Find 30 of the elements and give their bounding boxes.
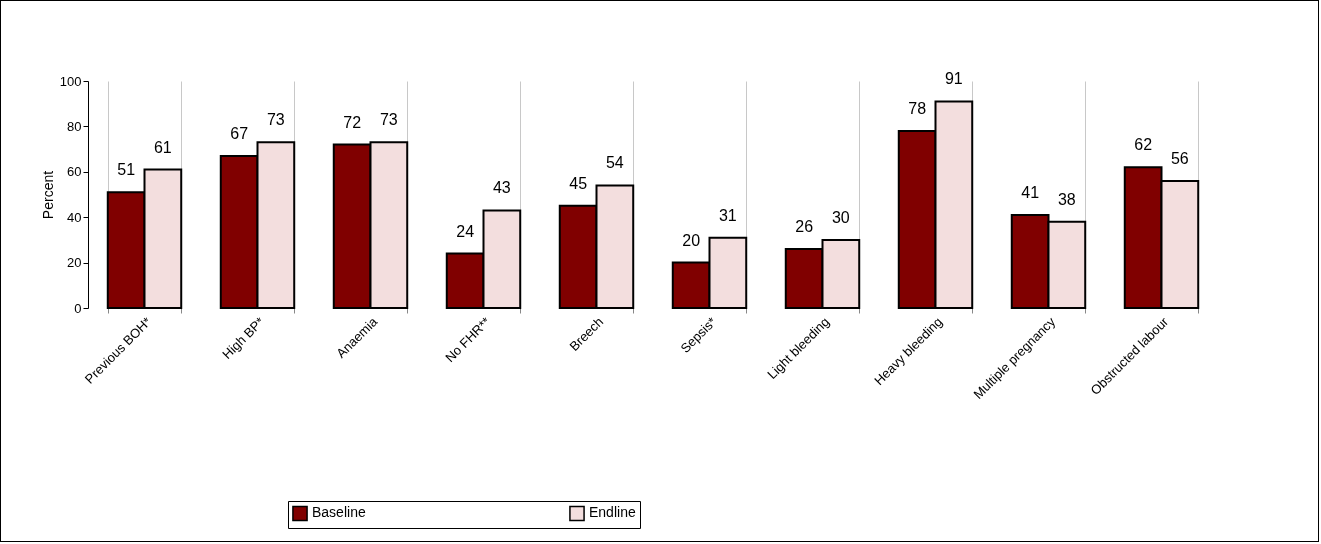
legend-label: Baseline bbox=[312, 504, 366, 521]
data-label: 54 bbox=[605, 154, 624, 172]
y-tick-label: 40 bbox=[67, 209, 82, 225]
data-label: 30 bbox=[831, 208, 850, 226]
data-label: 45 bbox=[569, 174, 588, 192]
data-label: 26 bbox=[795, 217, 814, 235]
data-label: 73 bbox=[379, 111, 398, 129]
x-tick-label: High BP* bbox=[219, 314, 268, 362]
y-axis-title: Percent bbox=[39, 170, 56, 220]
data-label: 20 bbox=[682, 231, 701, 249]
data-label: 51 bbox=[117, 161, 136, 179]
data-label: 61 bbox=[153, 138, 172, 156]
data-label: 62 bbox=[1134, 136, 1153, 154]
data-label: 24 bbox=[456, 222, 475, 240]
data-label: 41 bbox=[1021, 183, 1040, 201]
legend-label: Endline bbox=[589, 504, 636, 521]
data-label: 67 bbox=[230, 124, 249, 142]
y-tick-label: 80 bbox=[67, 118, 82, 134]
data-label: 73 bbox=[266, 111, 285, 129]
y-tick-label: 60 bbox=[67, 164, 82, 180]
y-tick-label: 0 bbox=[74, 300, 82, 316]
data-label: 43 bbox=[492, 179, 511, 197]
data-label: 91 bbox=[944, 70, 963, 88]
data-label: 31 bbox=[718, 206, 737, 224]
data-label: 38 bbox=[1057, 190, 1076, 208]
data-label: 78 bbox=[908, 99, 927, 117]
data-label: 56 bbox=[1170, 149, 1189, 167]
y-tick-label: 100 bbox=[59, 73, 82, 89]
data-label: 72 bbox=[343, 113, 362, 131]
y-tick-label: 20 bbox=[67, 255, 82, 271]
